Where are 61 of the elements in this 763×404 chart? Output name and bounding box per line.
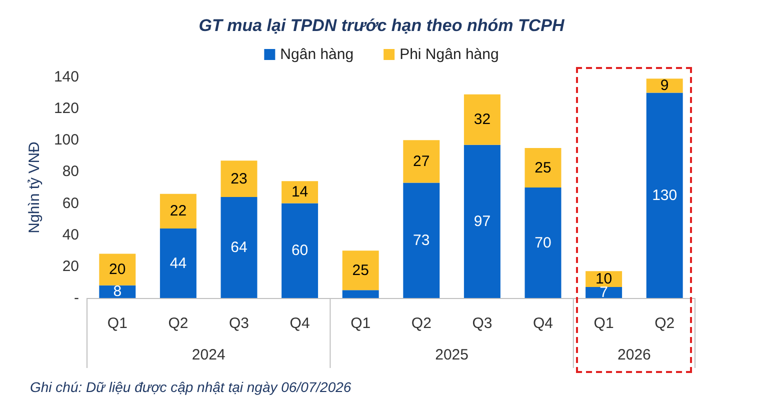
bar <box>646 92 683 298</box>
x-tick-label: Q1 <box>107 315 128 332</box>
data-label: 130 <box>652 186 678 204</box>
y-tick-label: 140 <box>54 68 79 86</box>
bar <box>99 254 136 286</box>
y-tick-label: - <box>74 290 79 306</box>
bar <box>464 144 500 298</box>
bar <box>282 203 318 298</box>
x-tick-label: Q2 <box>654 315 675 332</box>
data-label: 25 <box>534 159 552 176</box>
data-label: 9 <box>660 77 669 94</box>
text: Ghi chú: Dữ liệu được cập nhật tại ngày 06/07/2026 <box>30 379 352 395</box>
bar <box>646 78 683 93</box>
bar <box>586 286 622 298</box>
data-label: 27 <box>413 152 430 170</box>
bar <box>160 194 196 229</box>
y-tick-label: 60 <box>62 194 79 212</box>
bar <box>220 196 258 298</box>
data-label: 22 <box>170 202 187 220</box>
x-tick-label: Q4 <box>290 315 310 332</box>
x-tick-label: Q1 <box>350 315 371 332</box>
chart-title: GT mua lại TPDN trước hạn theo nhóm TCPH <box>198 16 565 35</box>
data-label: 23 <box>230 170 248 188</box>
data-label: 14 <box>291 184 308 201</box>
data-label: 97 <box>474 212 491 230</box>
bar <box>403 182 440 298</box>
bar <box>282 181 318 204</box>
bar <box>524 188 562 298</box>
data-label: 70 <box>534 234 552 252</box>
bar <box>464 94 500 145</box>
bar <box>524 148 562 188</box>
data-label: 32 <box>474 111 491 128</box>
bar <box>342 290 379 298</box>
data-label: 64 <box>230 238 248 256</box>
y-tick-label: 100 <box>54 132 79 149</box>
data-label: 73 <box>413 232 430 249</box>
x-tick-label: Q2 <box>411 315 432 332</box>
data-label: 8 <box>113 283 122 300</box>
y-axis-title: Nghìn tỷ VNĐ <box>26 141 43 234</box>
legend-label: Ngân hàng <box>280 46 354 63</box>
legend-label: Phi Ngân hàng <box>400 46 499 63</box>
y-tick-label: 120 <box>54 100 79 118</box>
y-tick-label: 80 <box>62 163 79 180</box>
data-label: 44 <box>170 254 187 272</box>
bar <box>342 250 379 290</box>
x-tick-label: Q3 <box>472 315 492 332</box>
x-tick-label: Q4 <box>532 315 554 332</box>
bar <box>220 160 258 197</box>
data-label: 25 <box>352 262 369 279</box>
text: 2025 <box>435 346 468 364</box>
y-tick-label: 20 <box>62 258 79 275</box>
text: 2026 <box>618 346 651 364</box>
x-tick-label: Q3 <box>228 315 250 332</box>
x-tick-label: Q2 <box>168 315 188 332</box>
data-label: 60 <box>291 242 308 260</box>
y-tick-label: 40 <box>62 226 79 244</box>
text: 2024 <box>192 346 226 364</box>
bar <box>160 228 196 298</box>
data-label: 20 <box>109 261 126 278</box>
x-tick-label: Q1 <box>594 315 614 332</box>
bar <box>403 140 440 183</box>
